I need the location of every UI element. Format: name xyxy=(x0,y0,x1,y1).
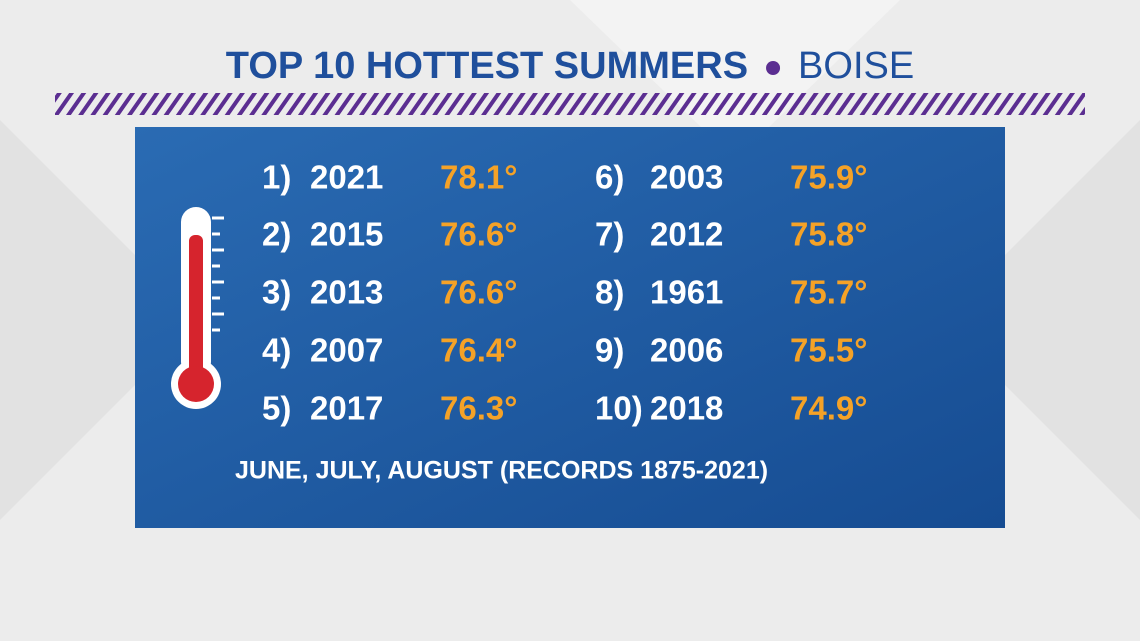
rank: 10) xyxy=(595,390,643,427)
rank: 1) xyxy=(262,159,291,196)
rank: 5) xyxy=(262,390,291,427)
year: 2015 xyxy=(310,216,383,253)
year: 2006 xyxy=(650,332,723,369)
ranking: 1) 2021 78.1° 2) 2015 76.6° 3) 2013 76.6° 4) 2007 7… xyxy=(262,159,867,427)
temperature: 76.6° xyxy=(440,274,517,311)
thermometer xyxy=(171,207,224,409)
temperature: 76.6° xyxy=(440,216,517,253)
rank: 6) xyxy=(595,159,624,196)
year: 2013 xyxy=(310,274,383,311)
temperature: 75.5° xyxy=(790,332,867,369)
rank: 4) xyxy=(262,332,291,369)
panel xyxy=(135,127,1005,528)
temperature: 75.7° xyxy=(790,274,867,311)
title: TOP 10 HOTTEST SUMMERS xyxy=(226,45,748,87)
footnote: JUNE, JULY, AUGUST (RECORDS 1875-2021) xyxy=(235,457,768,485)
temperature: 75.9° xyxy=(790,159,867,196)
year: 2017 xyxy=(310,390,383,427)
year: 1961 xyxy=(650,274,723,311)
rank: 9) xyxy=(595,332,624,369)
year: 2012 xyxy=(650,216,723,253)
rank: 7) xyxy=(595,216,624,253)
year: 2018 xyxy=(650,390,723,427)
location: BOISE xyxy=(798,45,914,87)
year: 2021 xyxy=(310,159,383,196)
stripe-band xyxy=(55,93,1085,115)
year: 2007 xyxy=(310,332,383,369)
rank: 8) xyxy=(595,274,624,311)
rank: 2) xyxy=(262,216,291,253)
rank: 3) xyxy=(262,274,291,311)
separator-dot xyxy=(766,61,781,75)
temperature: 76.3° xyxy=(440,390,517,427)
bg-shape xyxy=(0,120,200,520)
temperature: 78.1° xyxy=(440,159,517,196)
year: 2003 xyxy=(650,159,723,196)
temperature: 75.8° xyxy=(790,216,867,253)
bg-shape xyxy=(940,120,1140,520)
temperature: 76.4° xyxy=(440,332,517,369)
bg-shape xyxy=(570,0,900,160)
temperature: 74.9° xyxy=(790,390,867,427)
